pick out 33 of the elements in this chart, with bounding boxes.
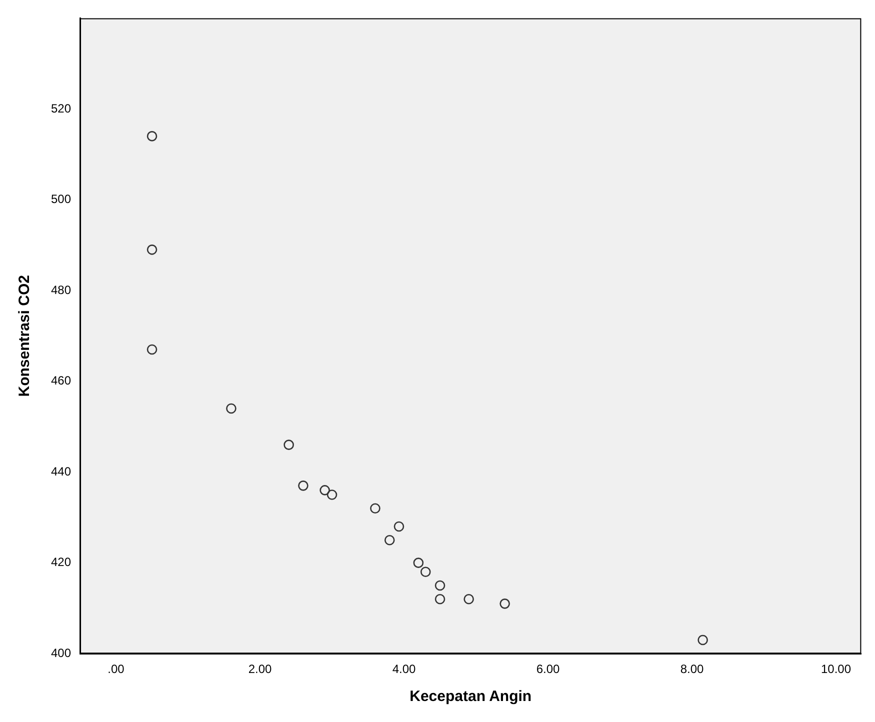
y-tick-label: 420 bbox=[50, 555, 72, 570]
point bbox=[698, 634, 708, 646]
point bbox=[434, 594, 446, 604]
point bbox=[146, 244, 158, 255]
point bbox=[284, 440, 294, 450]
point bbox=[434, 580, 446, 591]
point bbox=[384, 534, 395, 546]
y-tick-label: 400 bbox=[50, 646, 72, 660]
point bbox=[500, 598, 510, 609]
point bbox=[464, 594, 474, 604]
y-tick-label: 500 bbox=[50, 192, 72, 206]
point bbox=[146, 131, 158, 142]
point bbox=[146, 344, 158, 355]
point bbox=[420, 566, 431, 578]
y-tick-label: 480 bbox=[50, 282, 72, 297]
x-tick-label: 2.00 bbox=[248, 662, 272, 676]
y-tick-label: 440 bbox=[50, 464, 72, 478]
point bbox=[394, 521, 404, 532]
x-tick-label: .00 bbox=[108, 662, 125, 676]
x-axis-title: Kecepatan Angin bbox=[410, 688, 532, 706]
point bbox=[370, 503, 380, 514]
x-tick-label: 10.00 bbox=[820, 662, 852, 676]
point bbox=[413, 558, 424, 568]
y-tick-label: 520 bbox=[50, 101, 72, 116]
x-tick-label: 8.00 bbox=[680, 662, 704, 676]
point bbox=[320, 485, 330, 496]
point bbox=[298, 480, 308, 491]
y-axis-title: Konsentrasi CO2 bbox=[16, 275, 34, 397]
x-tick-label: 4.00 bbox=[392, 662, 416, 676]
point bbox=[326, 490, 338, 500]
point bbox=[226, 403, 236, 414]
y-tick-label: 460 bbox=[50, 374, 72, 388]
x-tick-label: 6.00 bbox=[536, 662, 560, 676]
